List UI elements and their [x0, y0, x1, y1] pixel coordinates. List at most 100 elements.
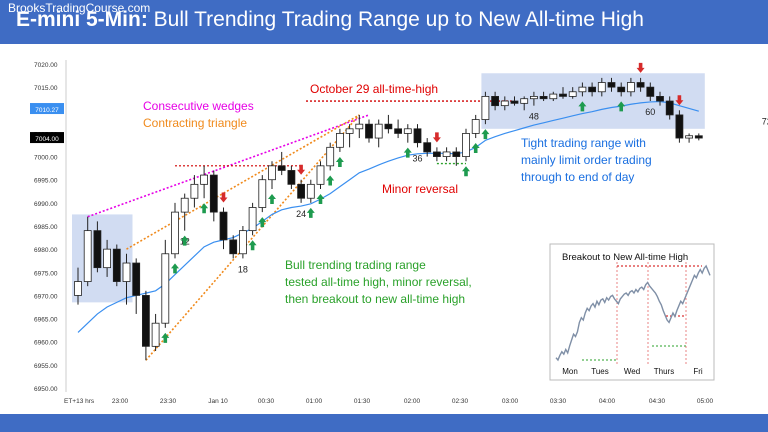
- candle-body: [685, 135, 693, 139]
- y-tick-label: 7000.00: [34, 155, 58, 162]
- bull-candle: [238, 226, 247, 259]
- bull-candle: [83, 216, 92, 287]
- bear-candle: [694, 133, 703, 141]
- inset-price-line: [555, 264, 711, 362]
- candle-body: [219, 211, 228, 241]
- candle-body: [384, 123, 393, 130]
- bull-candle: [161, 239, 170, 328]
- red-arrow-icon: [636, 62, 645, 73]
- x-tick-label: 04:00: [599, 398, 616, 405]
- candle-body: [238, 230, 247, 255]
- bear-candle: [491, 91, 500, 111]
- candle-body: [345, 128, 354, 134]
- bull-candle: [268, 161, 276, 189]
- x-tick-label: 02:00: [404, 398, 421, 405]
- annotation-bull-range-3: then breakout to new all-time high: [285, 292, 465, 306]
- price-badge-label: 7010.27: [35, 107, 59, 114]
- candle-body: [539, 96, 548, 100]
- y-tick-label: 7015.00: [34, 85, 58, 92]
- candle-body: [171, 211, 179, 255]
- candle-body: [277, 165, 286, 171]
- red-arrow-icon: [675, 95, 684, 106]
- candle-body: [500, 100, 509, 107]
- green-arrow-icon: [161, 332, 170, 343]
- candle-body: [287, 170, 296, 185]
- bear-candle: [539, 91, 548, 102]
- bull-candle: [190, 175, 199, 208]
- x-tick-label: 01:00: [306, 398, 323, 405]
- candle-body: [588, 86, 596, 93]
- candle-body: [530, 96, 538, 100]
- candle-body: [442, 151, 451, 157]
- x-tick-label: 03:30: [550, 398, 567, 405]
- y-tick-label: 6955.00: [34, 363, 58, 370]
- title-rest: Bull Trending Trading Range up to New Al…: [147, 8, 644, 31]
- candle-body: [481, 96, 490, 120]
- bar-count-label: 18: [238, 264, 248, 274]
- inset-frame: [549, 243, 715, 381]
- bull-candle: [122, 253, 131, 305]
- candle-body: [559, 93, 567, 97]
- y-tick-label: 6985.00: [34, 224, 58, 231]
- candle-body: [306, 183, 315, 199]
- candle-body: [597, 82, 606, 93]
- annotation-tight-range-3: through to end of day: [521, 170, 634, 184]
- bar-count-label: 60: [645, 107, 655, 117]
- bear-candle: [646, 82, 655, 102]
- candle-body: [74, 281, 82, 296]
- annotation-minor-reversal: Minor reversal: [382, 182, 458, 196]
- x-tick-label: 23:00: [112, 398, 129, 405]
- price-badge-label: 7004.00: [35, 136, 59, 143]
- annotation-triangle: Contracting triangle: [143, 116, 247, 130]
- footer-bar: [0, 414, 768, 432]
- bear-candle: [365, 119, 373, 143]
- bear-candle: [132, 258, 141, 314]
- candle-body: [432, 151, 441, 157]
- bear-candle: [209, 170, 218, 222]
- x-tick-label: Jan 10: [208, 398, 228, 405]
- bull-candle: [568, 87, 577, 99]
- annotation-wedges: Consecutive wedges: [143, 99, 254, 113]
- bull-candle: [597, 77, 606, 97]
- candle-body: [607, 82, 616, 88]
- annotation-bull-range-1: Bull trending trading range: [285, 258, 426, 272]
- x-tick-label: ET+13 hrs: [64, 398, 95, 405]
- bull-candle: [306, 179, 315, 203]
- bear-candle: [112, 244, 121, 287]
- x-tick-label: 01:30: [354, 398, 371, 405]
- title-bar: [0, 0, 768, 44]
- bull-candle: [200, 165, 209, 199]
- candle-body: [452, 151, 461, 157]
- inset-day-label: Tues: [591, 367, 609, 376]
- candle-body: [656, 96, 664, 102]
- bear-candle: [452, 147, 461, 166]
- bull-candle: [530, 91, 538, 106]
- bull-candle: [481, 91, 490, 125]
- triangle-upper-line: [126, 114, 360, 250]
- green-arrow-icon: [403, 147, 412, 158]
- x-tick-label: 23:30: [160, 398, 177, 405]
- candle-body: [355, 123, 364, 130]
- y-tick-label: 6960.00: [34, 340, 58, 347]
- bar-count-label: 36: [412, 153, 422, 163]
- candle-body: [180, 197, 189, 213]
- bear-candle: [559, 87, 567, 99]
- y-tick-label: 6995.00: [34, 178, 58, 185]
- candle-body: [268, 165, 276, 181]
- x-tick-label: 02:30: [452, 398, 469, 405]
- green-arrow-icon: [617, 101, 626, 112]
- bull-candle: [462, 128, 470, 162]
- bull-candle: [500, 96, 509, 111]
- green-arrow-icon: [326, 175, 335, 186]
- bear-candle: [665, 96, 674, 120]
- y-tick-label: 6990.00: [34, 201, 58, 208]
- bull-candle: [103, 239, 111, 277]
- candle-body: [491, 96, 500, 107]
- bear-candle: [423, 138, 432, 157]
- bull-candle: [471, 114, 480, 139]
- candle-body: [665, 100, 674, 116]
- candle-body: [510, 100, 519, 104]
- annotation-tight-range-1: Tight trading range with: [521, 136, 646, 150]
- candle-body: [316, 165, 325, 185]
